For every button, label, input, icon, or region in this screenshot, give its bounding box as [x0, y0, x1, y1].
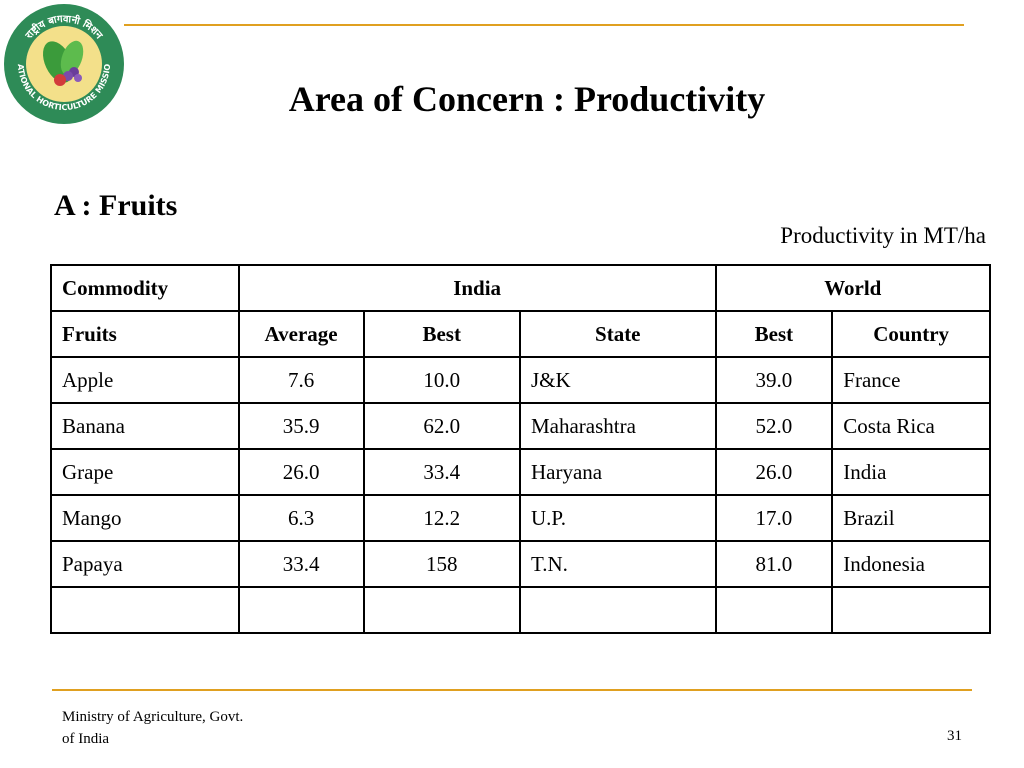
header-india: India	[237, 264, 717, 312]
table-group-header-row: Commodity India World	[50, 264, 992, 312]
footer-organization: Ministry of Agriculture, Govt. of India	[62, 706, 302, 750]
header-state: State	[518, 310, 717, 358]
cell-world-best: 17.0	[714, 494, 834, 542]
cell-world-best: 26.0	[714, 448, 834, 496]
cell-average: 6.3	[237, 494, 365, 542]
cell-fruit	[50, 586, 240, 634]
header-fruits: Fruits	[50, 310, 240, 358]
footer-org-line-2: of India	[62, 731, 110, 747]
header-world-best: Best	[714, 310, 834, 358]
logo-emblem-icon: राष्ट्रीय बागवानी मिशन NATIONAL HORTICUL…	[0, 0, 124, 124]
cell-average	[237, 586, 365, 634]
cell-fruit: Papaya	[50, 540, 240, 588]
cell-fruit: Apple	[50, 356, 240, 404]
cell-country: Indonesia	[831, 540, 991, 588]
cell-fruit: Banana	[50, 402, 240, 450]
cell-average: 33.4	[237, 540, 365, 588]
table-row: Mango 6.3 12.2 U.P. 17.0 Brazil	[50, 494, 991, 542]
cell-india-best: 158	[362, 540, 521, 588]
cell-average: 7.6	[237, 356, 365, 404]
cell-country: India	[831, 448, 991, 496]
national-horticulture-mission-logo: राष्ट्रीय बागवानी मिशन NATIONAL HORTICUL…	[0, 0, 126, 126]
cell-average: 35.9	[237, 402, 365, 450]
slide-title: Area of Concern : Productivity	[288, 79, 766, 119]
cell-india-best: 62.0	[362, 402, 521, 450]
cell-india-best: 12.2	[362, 494, 521, 542]
cell-india-best: 33.4	[362, 448, 521, 496]
cell-state: Haryana	[518, 448, 717, 496]
cell-world-best: 52.0	[714, 402, 834, 450]
cell-country	[831, 586, 991, 634]
section-subtitle: A : Fruits	[54, 189, 178, 222]
header-world: World	[714, 264, 992, 312]
cell-world-best: 81.0	[714, 540, 834, 588]
cell-india-best: 10.0	[362, 356, 521, 404]
cell-state: T.N.	[518, 540, 717, 588]
header-commodity: Commodity	[50, 264, 240, 312]
unit-note: Productivity in MT/ha	[780, 223, 986, 248]
cell-country: France	[831, 356, 991, 404]
cell-world-best: 39.0	[714, 356, 834, 404]
table-row: Grape 26.0 33.4 Haryana 26.0 India	[50, 448, 991, 496]
table-row: Banana 35.9 62.0 Maharashtra 52.0 Costa …	[50, 402, 991, 450]
cell-fruit: Grape	[50, 448, 240, 496]
table-row: Apple 7.6 10.0 J&K 39.0 France	[50, 356, 991, 404]
cell-state: J&K	[518, 356, 717, 404]
header-country: Country	[831, 310, 991, 358]
table-sub-header-row: Fruits Average Best State Best Country	[50, 310, 991, 358]
cell-state	[518, 586, 717, 634]
bottom-divider	[52, 689, 972, 691]
page-number: 31	[947, 728, 962, 744]
table-row: Papaya 33.4 158 T.N. 81.0 Indonesia	[50, 540, 991, 588]
cell-state: Maharashtra	[518, 402, 717, 450]
top-divider	[124, 24, 964, 26]
productivity-table: Commodity India World Fruits Average Bes…	[50, 264, 992, 634]
cell-state: U.P.	[518, 494, 717, 542]
cell-india-best	[362, 586, 521, 634]
footer-org-line-1: Ministry of Agriculture, Govt.	[62, 709, 244, 725]
table-row-empty	[50, 586, 991, 634]
cell-country: Brazil	[831, 494, 991, 542]
header-average: Average	[237, 310, 365, 358]
cell-world-best	[714, 586, 834, 634]
cell-country: Costa Rica	[831, 402, 991, 450]
cell-fruit: Mango	[50, 494, 240, 542]
header-india-best: Best	[362, 310, 521, 358]
cell-average: 26.0	[237, 448, 365, 496]
